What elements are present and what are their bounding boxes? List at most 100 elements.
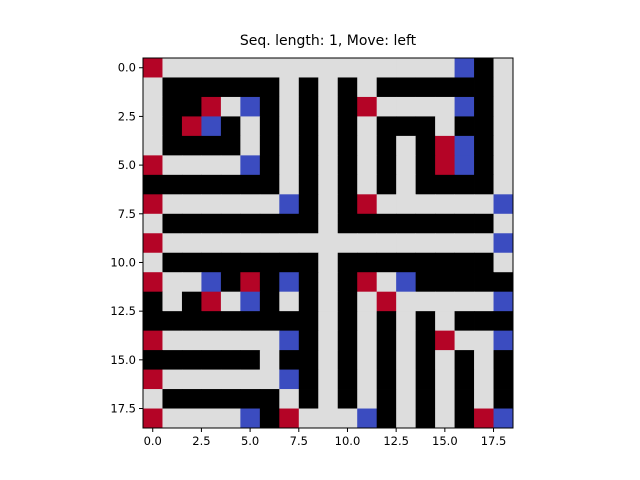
grid-cell-light [240, 369, 261, 390]
grid-cell-red [201, 96, 222, 117]
grid-cell-black [454, 116, 475, 137]
grid-cell-black [298, 116, 319, 137]
grid-cell-light [435, 311, 455, 332]
grid-cell-light [396, 96, 417, 117]
grid-cell-light [396, 350, 417, 370]
grid-cell-black [298, 369, 319, 390]
grid-cell-black [162, 389, 183, 409]
grid-cell-light [162, 291, 183, 312]
grid-cell-black [454, 350, 475, 370]
grid-cell-light [201, 233, 222, 254]
grid-cell-light [220, 194, 241, 215]
grid-cell-light [162, 330, 183, 351]
grid-cell-black [220, 350, 241, 370]
plot-frame [142, 57, 514, 429]
grid-cell-light [318, 330, 339, 351]
grid-cell-light [474, 330, 494, 351]
grid-cell-light [220, 233, 241, 254]
grid-cell-black [298, 291, 319, 312]
grid-cell-light [181, 194, 202, 215]
grid-cell-black [240, 350, 261, 370]
x-tick-label: 5.0 [241, 434, 259, 448]
grid-cell-black [181, 213, 202, 234]
grid-cell-black [376, 408, 397, 429]
grid-cell-light [474, 350, 494, 370]
grid-cell-light [318, 389, 339, 409]
grid-cell-black [337, 330, 358, 351]
grid-cell-light [435, 96, 455, 117]
grid-cell-black [337, 77, 358, 98]
grid-cell-light [220, 369, 241, 390]
grid-cell-black [337, 194, 358, 215]
grid-cell-black [454, 272, 475, 293]
y-tick-label: 2.5 [118, 109, 136, 123]
grid-cell-light [396, 389, 417, 409]
grid-cell-black [259, 291, 280, 312]
grid-cell-blue [240, 96, 261, 117]
x-tick-label: 0.0 [144, 434, 162, 448]
grid-cell-light [376, 58, 397, 78]
grid-cell-black [415, 408, 436, 429]
grid-cell-light [318, 194, 339, 215]
grid-cell-black [474, 252, 494, 273]
grid-cell-red [376, 291, 397, 312]
grid-cell-black [337, 213, 358, 234]
grid-cell-black [337, 389, 358, 409]
grid-cell-black [396, 77, 417, 98]
grid-cell-blue [493, 408, 514, 429]
grid-cell-light [318, 350, 339, 370]
grid-cell-black [298, 77, 319, 98]
grid-cell-black [415, 350, 436, 370]
grid-cell-black [220, 389, 241, 409]
grid-cell-light [298, 58, 319, 78]
grid-cell-light [396, 135, 417, 156]
grid-cell-black [143, 291, 163, 312]
y-tick-label: 0.0 [118, 61, 136, 75]
grid-cell-black [201, 389, 222, 409]
grid-cell-blue [493, 233, 514, 254]
grid-cell-light [435, 194, 455, 215]
grid-cell-light [298, 233, 319, 254]
grid-cell-black [259, 272, 280, 293]
grid-cell-black [415, 155, 436, 176]
grid-cell-blue [454, 155, 475, 176]
grid-cell-black [259, 213, 280, 234]
grid-cell-light [474, 369, 494, 390]
grid-cell-light [181, 330, 202, 351]
grid-cell-light [337, 233, 358, 254]
grid-cell-red [474, 408, 494, 429]
grid-cell-light [220, 408, 241, 429]
grid-cell-light [279, 155, 300, 176]
grid-cell-light [259, 194, 280, 215]
grid-cell-light [259, 350, 280, 370]
grid-cell-black [220, 311, 241, 332]
y-tick-label: 5.0 [118, 158, 136, 172]
grid-cell-light [493, 96, 514, 117]
grid-cell-black [415, 77, 436, 98]
grid-cell-light [435, 369, 455, 390]
grid-cell-blue [493, 194, 514, 215]
grid-cell-black [181, 389, 202, 409]
grid-cell-black [454, 252, 475, 273]
grid-cell-black [376, 252, 397, 273]
grid-cell-light [318, 77, 339, 98]
grid-cell-light [454, 233, 475, 254]
grid-cell-blue [279, 369, 300, 390]
grid-cell-red [143, 58, 163, 78]
grid-cell-black [143, 350, 163, 370]
grid-cell-light [181, 408, 202, 429]
grid-cell-blue [279, 272, 300, 293]
grid-cell-light [162, 233, 183, 254]
grid-cell-red [181, 116, 202, 137]
grid-cell-light [279, 233, 300, 254]
grid-cell-black [181, 96, 202, 117]
grid-cell-light [318, 135, 339, 156]
grid-cell-light [318, 58, 339, 78]
grid-cell-red [143, 272, 163, 293]
grid-cell-light [279, 58, 300, 78]
grid-cell-light [357, 135, 378, 156]
grid-cell-light [162, 58, 183, 78]
grid-cell-light [396, 311, 417, 332]
grid-cell-black [298, 330, 319, 351]
grid-cell-light [318, 213, 339, 234]
